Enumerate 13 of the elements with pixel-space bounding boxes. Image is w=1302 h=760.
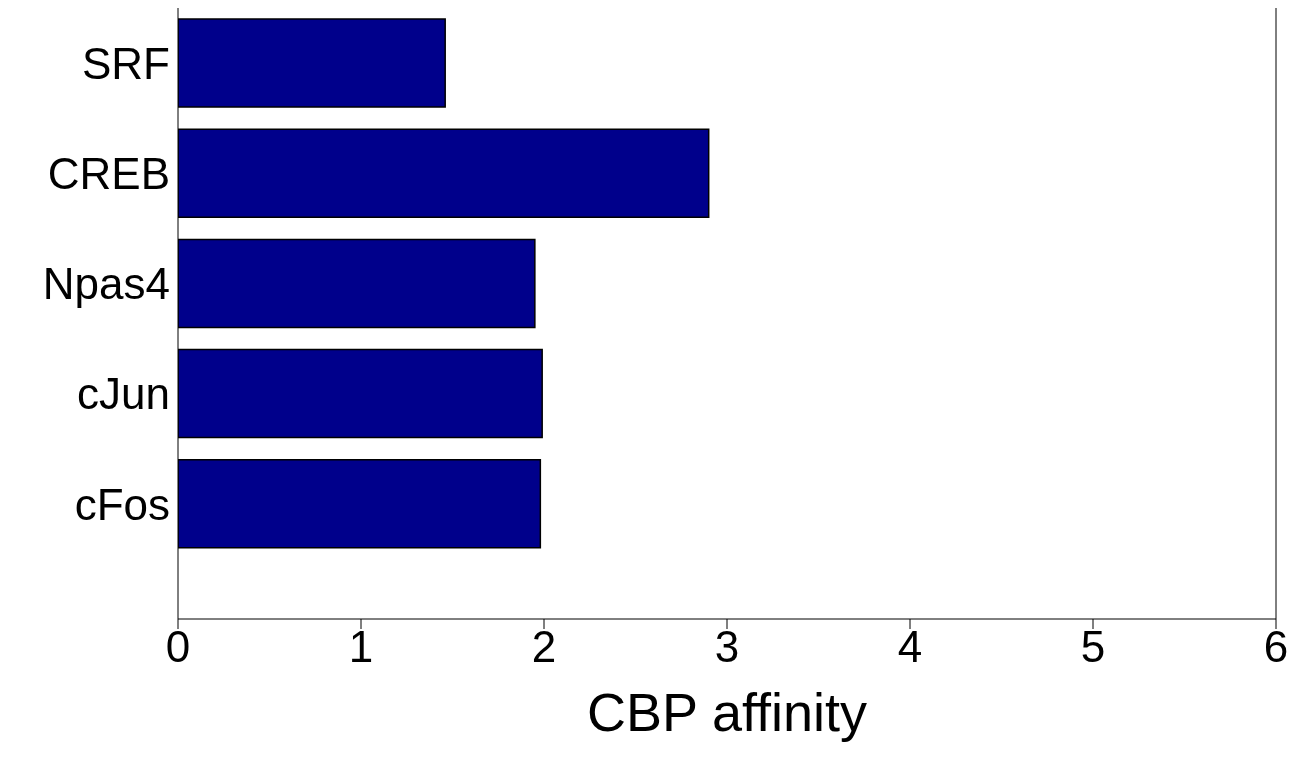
x-tick-label: 3 xyxy=(714,622,740,672)
x-tick-label: 0 xyxy=(165,622,191,672)
x-axis-title: CBP affinity xyxy=(586,682,868,742)
y-tick-label: SRF xyxy=(82,38,170,88)
y-tick-label: cJun xyxy=(77,369,170,419)
x-tick-label: 2 xyxy=(531,622,557,672)
y-tick-label: Npas4 xyxy=(42,259,170,309)
x-tick-label: 1 xyxy=(348,622,374,672)
y-tick-label: CREB xyxy=(47,148,170,198)
x-tick-label: 6 xyxy=(1263,622,1289,672)
x-tick-label: 4 xyxy=(897,622,923,672)
y-tick-label: cFos xyxy=(74,479,170,529)
x-tick-label: 5 xyxy=(1080,622,1106,672)
